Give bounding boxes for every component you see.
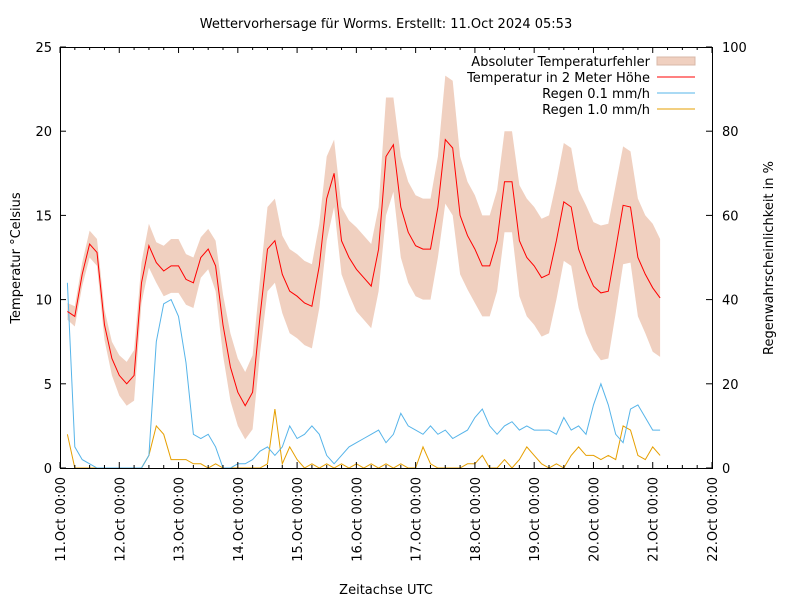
y-tick-label: 25 <box>35 41 52 56</box>
y-tick-label: 5 <box>44 378 52 393</box>
x-tick-label: 20.Oct 00:00 <box>587 477 602 562</box>
legend-label: Absoluter Temperaturfehler <box>471 55 650 70</box>
y-tick-label: 10 <box>35 294 52 309</box>
x-tick-label: 15.Oct 00:00 <box>291 477 306 562</box>
y-axis-label: Temperatur °Celsius <box>9 192 24 325</box>
x-tick-label: 21.Oct 00:00 <box>647 477 662 562</box>
y-tick-label: 15 <box>35 209 52 224</box>
y2-tick-label: 80 <box>722 125 739 140</box>
x-tick-label: 12.Oct 00:00 <box>113 477 128 562</box>
y2-tick-label: 60 <box>722 209 739 224</box>
temperature-line <box>67 138 661 407</box>
x-tick-label: 14.Oct 00:00 <box>232 477 247 562</box>
chart-title: Wettervorhersage für Worms. Erstellt: 11… <box>200 17 572 32</box>
y-tick-label: 20 <box>35 125 52 140</box>
legend-swatch-band <box>656 56 696 66</box>
y2-tick-label: 100 <box>722 41 747 56</box>
y2-axis-label: Regenwahrscheinlichkeit in % <box>762 161 777 355</box>
y2-tick-label: 20 <box>722 378 739 393</box>
temperature-error-band <box>67 75 661 440</box>
x-axis-label: Zeitachse UTC <box>339 583 433 598</box>
x-tick-label: 13.Oct 00:00 <box>173 477 188 562</box>
rain-01mm-line <box>66 282 661 469</box>
y-tick-label: 0 <box>44 462 52 477</box>
legend-label: Temperatur in 2 Meter Höhe <box>466 71 650 86</box>
axes: 0 5 10 15 20 25 0 20 40 60 80 100 11.Oct 00:00 12.Oct… <box>35 41 746 562</box>
x-tick-label: 17.Oct 00:00 <box>410 477 425 562</box>
x-tick-label: 18.Oct 00:00 <box>469 477 484 562</box>
plot-area <box>66 75 661 469</box>
y2-tick-label: 0 <box>722 462 730 477</box>
y2-tick-label: 40 <box>722 294 739 309</box>
x-tick-label: 22.Oct 00:00 <box>706 477 721 562</box>
legend-label: Regen 0.1 mm/h <box>542 87 650 102</box>
x-tick-label: 19.Oct 00:00 <box>528 477 543 562</box>
x-tick-label: 11.Oct 00:00 <box>54 477 69 562</box>
x-tick-label: 16.Oct 00:00 <box>350 477 365 562</box>
legend-label: Regen 1.0 mm/h <box>542 103 650 118</box>
